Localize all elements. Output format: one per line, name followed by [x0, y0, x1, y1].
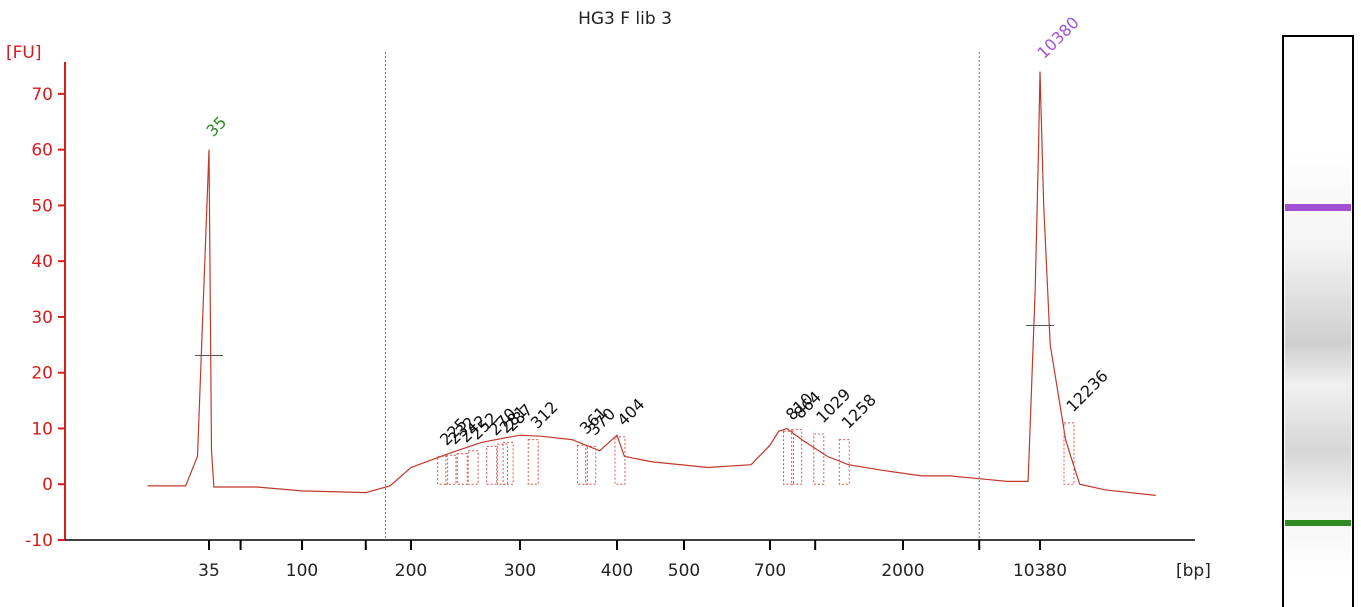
- y-tick-label: 10: [31, 419, 53, 439]
- peak-region-box: [467, 450, 479, 485]
- peak-region-box: [527, 439, 539, 485]
- chart-title: HG3 F lib 3: [578, 9, 672, 29]
- y-tick-label: 20: [31, 364, 53, 384]
- y-tick-label: 50: [31, 196, 53, 216]
- peak-region-box: [614, 436, 626, 485]
- x-tick-label: 10380: [1013, 561, 1067, 581]
- gel-band-upper-marker: [1285, 204, 1351, 211]
- peak-label: 10380: [1033, 13, 1082, 62]
- y-axis-label: [FU]: [6, 43, 42, 63]
- x-tick-label: 700: [754, 561, 786, 581]
- peak-region-box: [1063, 422, 1075, 485]
- x-tick-label: 400: [601, 561, 633, 581]
- peak-region-box: [813, 433, 825, 485]
- x-tick-label: 100: [286, 561, 318, 581]
- x-tick-label: 35: [198, 561, 220, 581]
- gel-band-lower-marker: [1285, 520, 1351, 526]
- peak-label: 312: [527, 397, 562, 432]
- x-tick-label: 300: [504, 561, 536, 581]
- peak-region-box: [496, 443, 508, 485]
- gel-lane: [1282, 35, 1354, 607]
- peak-region-box: [445, 454, 457, 485]
- peak-region-box: [456, 453, 468, 485]
- x-tick-label: 200: [395, 561, 427, 581]
- peak-region-box: [437, 455, 449, 485]
- peak-region-box: [791, 429, 803, 485]
- peak-region-box: [576, 444, 588, 485]
- gel-lane-smear: [1285, 150, 1351, 580]
- y-tick-label: -10: [25, 531, 53, 551]
- x-tick-label: 2000: [881, 561, 924, 581]
- x-tick-label: 500: [668, 561, 700, 581]
- peak-region-box: [585, 445, 597, 485]
- peak-region-box: [486, 445, 498, 485]
- peak-label: 404: [613, 395, 648, 430]
- peak-region-box: [782, 430, 794, 485]
- peak-region-box: [838, 439, 850, 485]
- y-tick-label: 40: [31, 252, 53, 272]
- y-tick-label: 70: [31, 85, 53, 105]
- peak-label: 35: [202, 113, 230, 141]
- y-tick-label: 30: [31, 308, 53, 328]
- peak-label: 12236: [1062, 366, 1111, 415]
- x-axis-label: [bp]: [1176, 561, 1211, 581]
- peak-region-box: [502, 441, 514, 485]
- y-tick-label: 60: [31, 141, 53, 161]
- y-tick-label: 0: [42, 475, 53, 495]
- trace-line: [147, 71, 1156, 496]
